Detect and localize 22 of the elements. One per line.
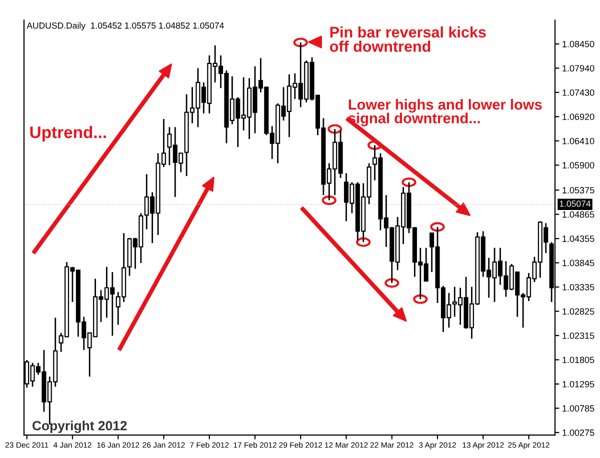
y-tick-label: 1.08450 <box>562 40 594 48</box>
y-tick-label: 1.03335 <box>562 284 594 290</box>
y-tick-label: 1.04865 <box>562 211 594 218</box>
annotation: Copyright 2012 <box>32 420 127 434</box>
y-tick-label: 1.00785 <box>562 405 594 412</box>
y-tick-label: 1.07940 <box>562 65 594 72</box>
y-tick-label: 1.01295 <box>562 380 594 388</box>
y-tick-label: 1.04355 <box>562 236 594 242</box>
y-tick-label: 1.02825 <box>562 308 594 315</box>
annotation: Uptrend... <box>30 126 106 142</box>
y-tick-label: 1.03845 <box>562 260 594 266</box>
y-tick-label: 1.05375 <box>562 187 594 194</box>
chart-title: AUDUSD.Daily 1.05452 1.05575 1.04852 1.05074 <box>26 22 224 30</box>
y-tick-label: 1.06920 <box>562 114 594 120</box>
y-tick-label: 1.05900 <box>562 162 594 168</box>
y-tick-label: 1.07430 <box>562 89 594 96</box>
y-tick-label: 1.02315 <box>562 332 594 339</box>
y-tick-label: 1.00275 <box>562 429 594 436</box>
y-tick-label: 1.06410 <box>562 138 594 144</box>
y-tick-label: 1.01805 <box>562 356 594 364</box>
ref-line-label: 1.05074 <box>560 200 591 207</box>
annotation: Pin bar reversal kicks off downtrend <box>330 26 486 52</box>
